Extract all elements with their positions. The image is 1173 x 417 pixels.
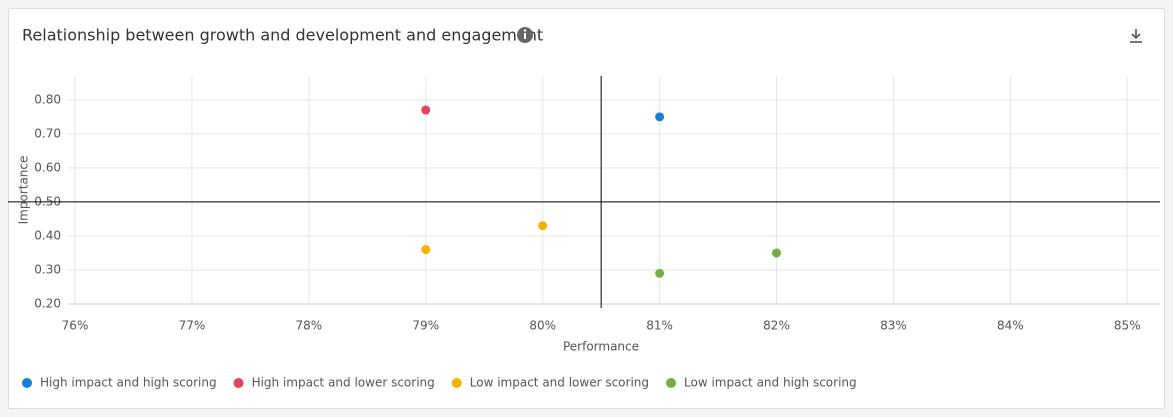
- y-tick-label: 0.20: [34, 297, 61, 311]
- y-axis-label: Importance: [17, 156, 31, 225]
- y-tick-label: 0.70: [34, 126, 61, 140]
- x-tick-label: 83%: [880, 319, 907, 333]
- legend-label: Low impact and lower scoring: [470, 376, 649, 390]
- info-icon[interactable]: [517, 27, 533, 43]
- download-icon[interactable]: [1130, 29, 1142, 43]
- point: [538, 221, 548, 231]
- legend-marker: [666, 378, 677, 388]
- x-tick-label: 80%: [529, 319, 556, 333]
- x-tick-label: 79%: [412, 319, 439, 333]
- y-tick-label: 0.80: [34, 92, 61, 106]
- legend-label: Low impact and high scoring: [684, 376, 857, 390]
- y-tick-label: 0.60: [34, 160, 61, 174]
- x-tick-label: 82%: [763, 319, 790, 333]
- x-tick-label: 78%: [296, 319, 323, 333]
- legend-label: High impact and high scoring: [40, 376, 217, 390]
- y-tick-label: 0.40: [34, 228, 61, 242]
- x-axis-label: Performance: [563, 340, 639, 354]
- point: [655, 268, 665, 278]
- legend-marker: [22, 378, 32, 388]
- x-tick-label: 77%: [179, 319, 206, 333]
- point: [655, 112, 665, 122]
- x-tick-label: 84%: [997, 319, 1024, 333]
- legend-label: High impact and lower scoring: [252, 376, 435, 390]
- x-tick-label: 81%: [646, 319, 673, 333]
- x-tick-label: 85%: [1114, 319, 1141, 333]
- chart-title: Relationship between growth and developm…: [22, 26, 543, 45]
- legend-marker: [233, 378, 244, 388]
- point: [421, 105, 431, 115]
- legend-marker: [451, 378, 462, 388]
- card: [8, 8, 1165, 409]
- y-tick-label: 0.30: [34, 262, 61, 276]
- x-tick-label: 76%: [62, 319, 89, 333]
- point: [772, 248, 782, 258]
- point: [421, 245, 431, 255]
